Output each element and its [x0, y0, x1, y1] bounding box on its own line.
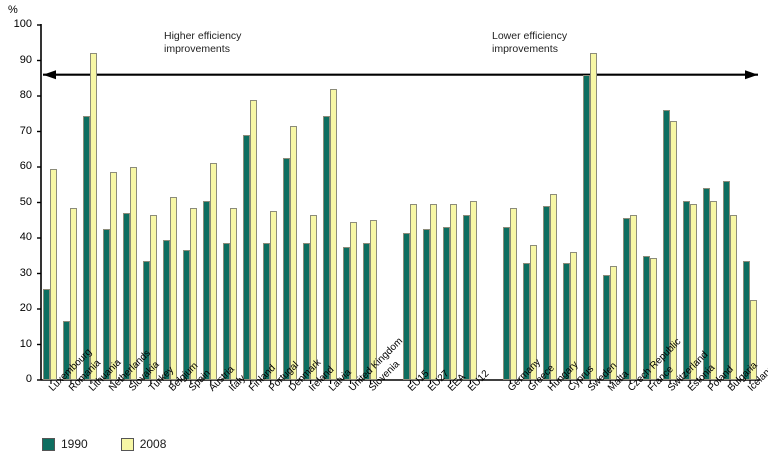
annotation-lower-efficiency: Lower efficiency improvements: [492, 30, 568, 55]
bar: [123, 213, 131, 380]
y-axis-tick-label: 90: [19, 53, 32, 66]
bar: [263, 243, 271, 380]
bar: [649, 257, 657, 380]
arrow-head-right: [745, 70, 758, 80]
y-axis-tick-label: 70: [19, 124, 32, 137]
bar: [682, 200, 690, 380]
y-axis-tick-label: 10: [19, 337, 32, 350]
y-axis-tick-label: 50: [19, 195, 32, 208]
bar: [370, 220, 378, 380]
bar: [350, 222, 358, 380]
bar: [629, 214, 637, 380]
bar: [622, 218, 630, 380]
bar: [402, 232, 410, 380]
arrow-head-left: [43, 70, 56, 80]
bar: [250, 99, 258, 380]
bar: [709, 200, 717, 380]
y-axis-tick-label: 30: [19, 266, 32, 279]
bar: [589, 53, 597, 380]
bar: [502, 227, 510, 380]
bar: [542, 206, 550, 380]
bar: [170, 197, 178, 380]
bar: [702, 188, 710, 380]
bar: [522, 262, 530, 380]
legend-label: 1990: [61, 437, 88, 451]
bar: [549, 193, 557, 380]
bar: [602, 275, 610, 380]
bar: [729, 214, 737, 380]
y-axis-tick-label: 0: [25, 373, 32, 385]
y-axis-tick-label: 40: [19, 231, 32, 243]
bar: [669, 120, 677, 380]
y-axis-tick-label: 80: [19, 89, 32, 101]
y-axis-tick-label: 60: [19, 160, 32, 172]
bar: [742, 261, 750, 380]
legend-label: 2008: [139, 437, 167, 451]
bar: [749, 300, 757, 380]
bar: [662, 110, 670, 380]
bar: [343, 246, 351, 380]
bar: [363, 243, 371, 380]
bar: [582, 74, 590, 380]
bar: [83, 115, 91, 380]
bar: [203, 200, 211, 380]
bar: [330, 88, 338, 380]
bar: [442, 227, 450, 380]
bar: [150, 214, 158, 380]
bar: [722, 181, 730, 380]
bar: [190, 207, 198, 380]
bar: [462, 214, 470, 380]
y-axis-tick-label: 20: [19, 302, 32, 314]
bar: [449, 204, 457, 380]
bar: [689, 204, 697, 380]
bar: [569, 252, 577, 380]
bar: [609, 266, 617, 380]
bar: [529, 245, 537, 380]
bar: [43, 289, 51, 380]
bar: [642, 255, 650, 380]
bar: [183, 250, 191, 380]
bar: [143, 261, 151, 380]
legend-swatch-2008-icon: [120, 437, 134, 451]
bar: [310, 214, 318, 380]
bar: [429, 204, 437, 380]
bar: [270, 211, 278, 380]
bar: [290, 126, 298, 380]
bar: [70, 207, 78, 380]
bar: [163, 239, 171, 380]
bar: [409, 204, 417, 380]
bar: [223, 243, 231, 380]
bar: [562, 262, 570, 380]
legend-item[interactable]: 2008: [120, 437, 167, 451]
bar: [103, 229, 111, 380]
bar: [63, 321, 71, 380]
bar: [90, 53, 98, 380]
chart-legend: 1990 2008: [42, 437, 192, 451]
bar: [469, 200, 477, 380]
legend-swatch-1990-icon: [42, 437, 55, 451]
bar: [210, 163, 218, 380]
bar: [303, 243, 311, 380]
bar: [283, 158, 291, 380]
bar: [130, 167, 138, 380]
annotation-higher-efficiency: Higher efficiency improvements: [164, 30, 242, 55]
y-axis-tick-label: 100: [13, 18, 32, 30]
bar: [110, 172, 118, 380]
y-axis-unit-label: %: [8, 4, 18, 16]
bar: [243, 135, 251, 380]
bar: [422, 229, 430, 380]
bar: [230, 207, 238, 380]
bar: [50, 168, 58, 380]
legend-item[interactable]: 1990: [42, 437, 88, 451]
bar: [509, 207, 517, 380]
bar: [323, 115, 331, 380]
